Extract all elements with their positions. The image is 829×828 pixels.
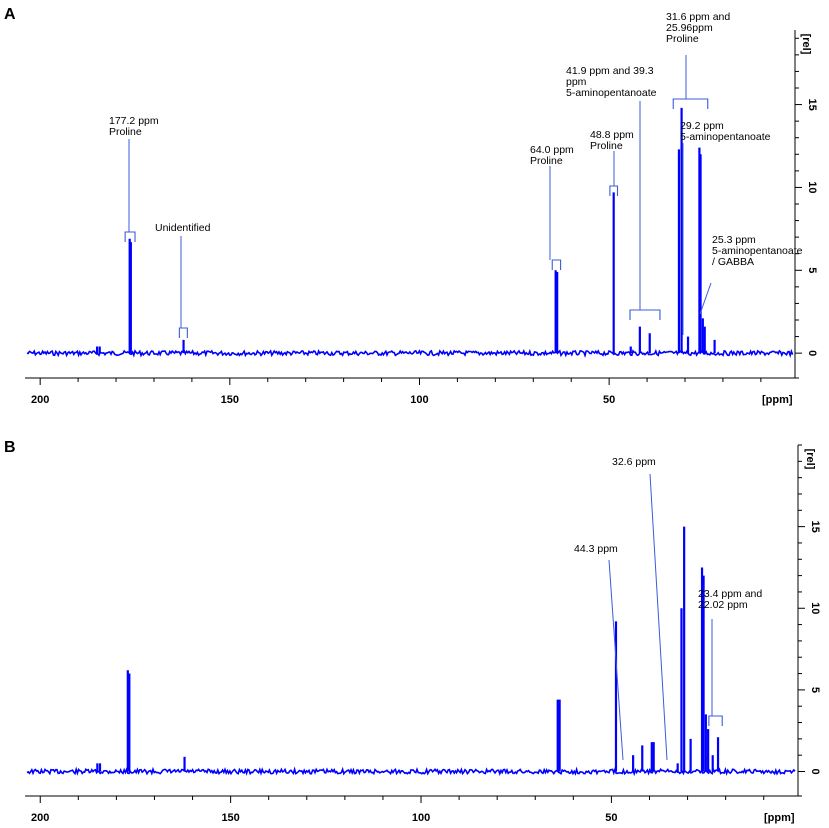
panel-a-axes: 200 150 100 50 [ppm] 0 5 10 15 [rel] bbox=[25, 30, 818, 406]
annotation-bracket bbox=[178, 327, 188, 338]
annotation-bracket bbox=[124, 231, 136, 242]
annotation-bracket bbox=[708, 715, 723, 726]
annotation-text: 41.9 ppm and 39.3 bbox=[566, 65, 654, 77]
panel-b-letter: B bbox=[4, 439, 16, 456]
peak-annotation: 44.3 ppm bbox=[574, 543, 624, 761]
annotation-text: 29.2 ppm bbox=[680, 120, 724, 132]
annotation-leader bbox=[608, 559, 624, 761]
annotation-text: Proline bbox=[109, 126, 142, 138]
panel-a-spectrum bbox=[26, 107, 794, 359]
annotation-text: 5-aminopentanoate bbox=[680, 131, 771, 143]
annotation-bracket bbox=[551, 259, 562, 270]
spectrum-baseline bbox=[26, 348, 794, 359]
y-tick-label: 15 bbox=[806, 98, 818, 110]
annotation-bracket bbox=[609, 185, 619, 196]
annotation-text: Proline bbox=[590, 140, 623, 152]
y-tick-label: 0 bbox=[806, 350, 818, 356]
panel-b-spectrum bbox=[26, 526, 796, 777]
annotation-text: 22.02 ppm bbox=[698, 599, 748, 611]
annotation-text: Unidentified bbox=[155, 222, 211, 234]
annotation-leader bbox=[649, 473, 668, 761]
panel-b: B 200 150 100 50 [ppm] 0 5 10 15 [rel] 44.3 ppm 32… bbox=[4, 439, 821, 824]
annotation-text: Proline bbox=[666, 33, 699, 45]
panel-b-axes: 200 150 100 50 [ppm] 0 5 10 15 [rel] bbox=[25, 444, 821, 824]
annotation-bracket bbox=[672, 98, 709, 109]
annotation-text: 44.3 ppm bbox=[574, 543, 618, 555]
panel-a-letter: A bbox=[4, 6, 16, 23]
annotation-text: 32.6 ppm bbox=[612, 456, 656, 468]
x-tick-label: 150 bbox=[221, 394, 239, 406]
x-tick-label: 100 bbox=[410, 394, 428, 406]
peak-annotation: Unidentified bbox=[155, 222, 211, 338]
annotation-text: Proline bbox=[530, 155, 563, 167]
x-tick-label: 150 bbox=[221, 812, 239, 824]
annotation-leader bbox=[699, 282, 712, 315]
annotation-text: 64.0 ppm bbox=[530, 144, 574, 156]
y-axis-unit: [rel] bbox=[804, 449, 816, 470]
annotation-text: 31.6 ppm and bbox=[666, 11, 730, 23]
peak-annotation: 32.6 ppm bbox=[612, 456, 668, 761]
annotation-text: 5-aminopentanoate bbox=[566, 87, 657, 99]
y-tick-label: 10 bbox=[809, 602, 821, 614]
annotation-text: ppm bbox=[566, 76, 587, 88]
annotation-text: 25.96ppm bbox=[666, 22, 713, 34]
x-tick-label: 200 bbox=[31, 812, 49, 824]
y-tick-label: 15 bbox=[809, 521, 821, 533]
x-tick-label: 100 bbox=[412, 812, 430, 824]
annotation-bracket bbox=[629, 309, 661, 320]
y-tick-label: 5 bbox=[809, 687, 821, 693]
y-axis-unit: [rel] bbox=[800, 34, 812, 55]
x-tick-label: 200 bbox=[31, 394, 49, 406]
y-tick-label: 10 bbox=[806, 181, 818, 193]
x-tick-label: 50 bbox=[603, 394, 615, 406]
x-axis-unit: [ppm] bbox=[764, 812, 795, 824]
annotation-text: 25.3 ppm bbox=[712, 234, 756, 246]
x-axis-unit: [ppm] bbox=[762, 394, 793, 406]
annotation-text: 177.2 ppm bbox=[109, 115, 159, 127]
spectrum-baseline bbox=[26, 766, 796, 777]
annotation-text: 23.4 ppm and bbox=[698, 588, 762, 600]
y-tick-label: 0 bbox=[809, 768, 821, 774]
annotation-text: 5-aminopentanoate bbox=[712, 245, 803, 257]
y-tick-label: 5 bbox=[806, 267, 818, 273]
annotation-text: 48.8 ppm bbox=[590, 129, 634, 141]
annotation-text: / GABBA bbox=[712, 256, 754, 268]
x-tick-label: 50 bbox=[605, 812, 617, 824]
